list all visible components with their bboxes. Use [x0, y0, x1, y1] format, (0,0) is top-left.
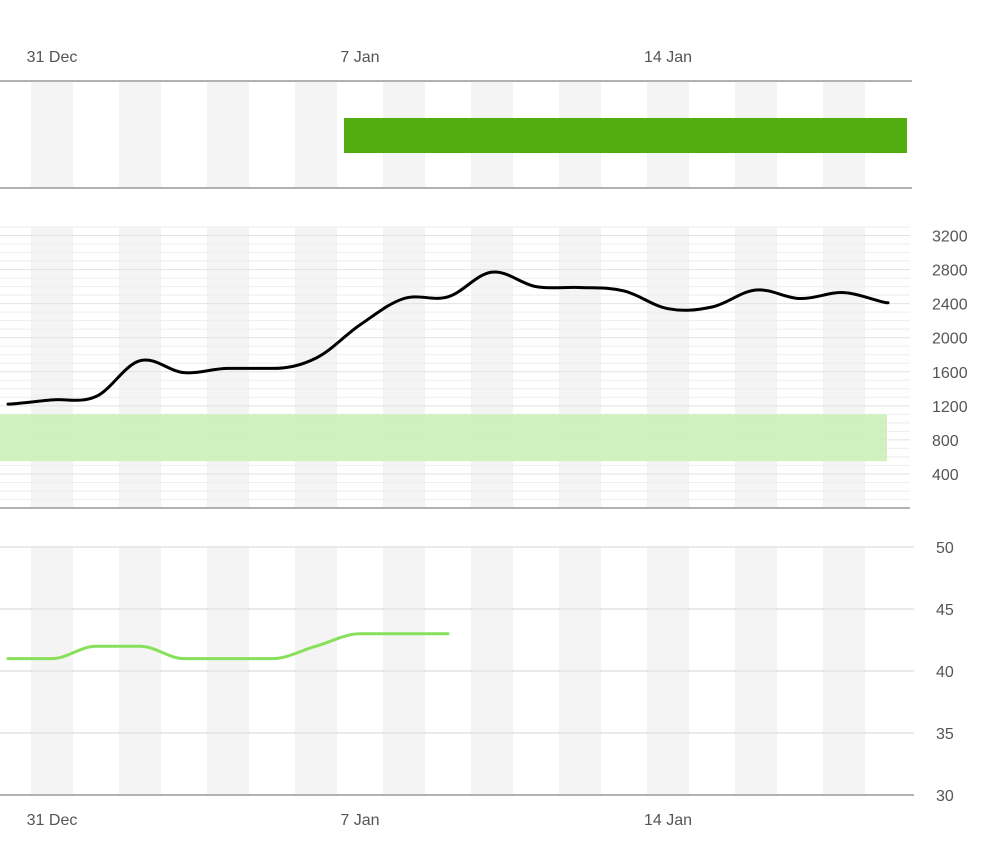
- y-tick-label: 50: [936, 540, 954, 557]
- y-tick-label: 2400: [932, 297, 968, 314]
- top-x-axis: 31 Dec 7 Jan 14 Jan: [0, 49, 912, 82]
- x-tick-label: 7 Jan: [340, 49, 379, 66]
- x-tick-label: 14 Jan: [644, 812, 692, 829]
- bottom-series-line: [6, 632, 450, 661]
- day-stripe: [295, 82, 337, 188]
- status-bar: [344, 118, 907, 153]
- y-tick-label: 30: [936, 788, 954, 805]
- y-tick-label: 3200: [932, 229, 968, 246]
- x-tick-label: 7 Jan: [340, 812, 379, 829]
- target-band: [0, 414, 887, 462]
- day-stripe: [207, 82, 249, 188]
- day-stripe: [31, 82, 73, 188]
- bottom-x-axis: 31 Dec 7 Jan 14 Jan: [0, 794, 914, 829]
- main-series-line: [6, 270, 890, 406]
- y-tick-label: 800: [932, 433, 959, 450]
- y-tick-label: 45: [936, 602, 954, 619]
- y-tick-label: 400: [932, 467, 959, 484]
- bottom-panel: 30 35 40 45 50: [0, 540, 954, 805]
- day-stripe: [119, 82, 161, 188]
- y-tick-label: 2000: [932, 331, 968, 348]
- x-tick-label: 14 Jan: [644, 49, 692, 66]
- y-tick-label: 1600: [932, 365, 968, 382]
- y-tick-label: 1200: [932, 399, 968, 416]
- x-tick-label: 31 Dec: [27, 812, 78, 829]
- main-panel: 400 800 1200 1600 2000 2400 2800 3200: [0, 226, 968, 509]
- y-tick-label: 2800: [932, 263, 968, 280]
- y-tick-label: 35: [936, 726, 954, 743]
- x-tick-label: 31 Dec: [27, 49, 78, 66]
- y-tick-label: 40: [936, 664, 954, 681]
- status-panel: [0, 118, 912, 189]
